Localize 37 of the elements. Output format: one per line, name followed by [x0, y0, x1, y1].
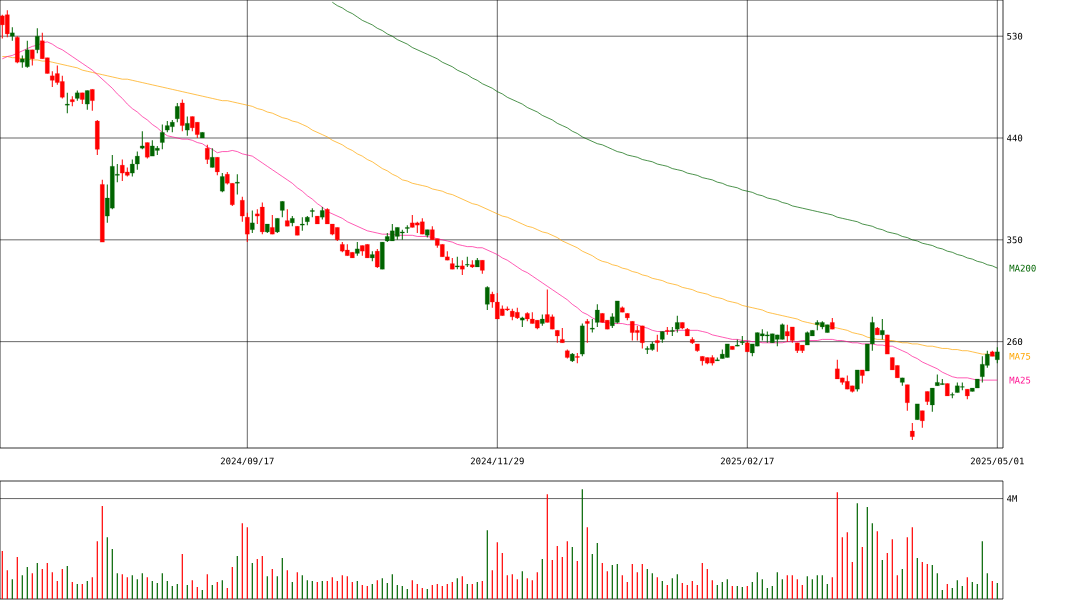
candlestick [235, 173, 240, 196]
candlestick [175, 102, 180, 123]
candlestick [160, 123, 165, 150]
candlestick [245, 212, 250, 243]
x-tick-label: 2025/05/01 [970, 457, 1024, 466]
candlestick [90, 88, 95, 112]
candlestick [250, 209, 255, 234]
candlestick [485, 285, 490, 311]
candlestick [35, 27, 40, 54]
series-label: MA25 [1009, 376, 1031, 384]
candlestick [880, 318, 885, 340]
candlestick [180, 99, 185, 132]
y-tick-label: 440 [1007, 134, 1023, 142]
series-label: MA75 [1009, 353, 1031, 360]
y-tick-label: 260 [1007, 338, 1023, 346]
candlestick [595, 303, 600, 328]
y-tick-label: 4M [1007, 495, 1017, 502]
candlestick [855, 369, 860, 392]
x-tick-label: 2025/02/17 [720, 457, 774, 466]
x-tick-label: 2024/09/17 [220, 457, 274, 466]
x-tick-label: 2024/11/29 [470, 457, 524, 466]
candlestick [215, 156, 220, 176]
candlestick [885, 334, 890, 355]
candlestick [185, 116, 190, 137]
candlestick [585, 318, 590, 344]
candlestick [930, 387, 935, 413]
series-label: MA200 [1009, 264, 1036, 272]
y-tick-label: 530 [1007, 32, 1023, 40]
candlestick [270, 214, 275, 235]
candlestick [205, 144, 210, 165]
candlestick [464, 256, 470, 268]
candlestick [210, 147, 215, 168]
y-tick-label: 350 [1007, 236, 1023, 244]
candlestick [905, 384, 910, 412]
candlestick [65, 92, 70, 114]
candlestick [240, 196, 245, 223]
candlestick [85, 90, 90, 111]
